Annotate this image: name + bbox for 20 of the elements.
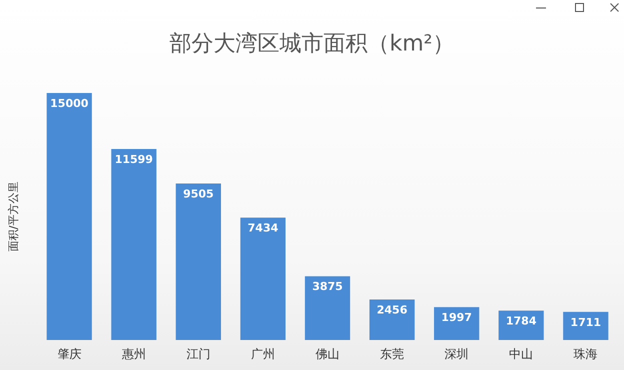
x-tick-label: 中山: [509, 347, 534, 361]
x-tick-label: 江门: [186, 347, 210, 361]
data-label: 2456: [376, 304, 408, 317]
x-tick-label: 深圳: [444, 347, 469, 361]
x-tick-label: 广州: [250, 347, 275, 361]
data-label: 1997: [441, 311, 472, 324]
data-label: 7434: [248, 222, 279, 235]
y-axis-title: 面积/平方公里: [7, 182, 20, 252]
data-label: 11599: [114, 153, 153, 166]
x-tick-label: 肇庆: [57, 347, 82, 361]
data-label: 3875: [312, 280, 343, 294]
x-tick-label: 珠海: [574, 347, 598, 361]
data-label: 9505: [183, 187, 214, 200]
data-label: 1711: [570, 316, 602, 329]
x-tick-label: 佛山: [316, 347, 340, 361]
x-tick-label: 惠州: [120, 347, 146, 361]
chart-title: 部分大湾区城市面积（km²）: [170, 32, 454, 56]
x-tick-label: 东莞: [380, 347, 404, 361]
data-label: 15000: [50, 97, 89, 110]
data-label: 1784: [506, 314, 537, 328]
